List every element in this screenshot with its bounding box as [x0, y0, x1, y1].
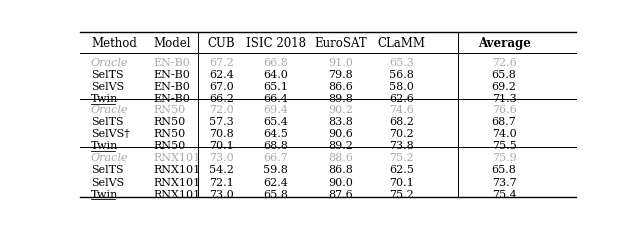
Text: 73.7: 73.7	[492, 177, 516, 187]
Text: EuroSAT: EuroSAT	[314, 37, 367, 50]
Text: ISIC 2018: ISIC 2018	[246, 37, 306, 50]
Text: 86.6: 86.6	[328, 82, 353, 91]
Text: RN50: RN50	[154, 117, 186, 127]
Text: 70.1: 70.1	[209, 141, 234, 151]
Text: 72.0: 72.0	[209, 105, 234, 115]
Text: SelVS: SelVS	[91, 177, 124, 187]
Text: RN50: RN50	[154, 129, 186, 139]
Text: 75.2: 75.2	[389, 189, 414, 199]
Text: RNX101: RNX101	[154, 177, 201, 187]
Text: 67.2: 67.2	[209, 58, 234, 67]
Text: 74.0: 74.0	[492, 129, 516, 139]
Text: 72.1: 72.1	[209, 177, 234, 187]
Text: SelVS: SelVS	[91, 82, 124, 91]
Text: 70.1: 70.1	[389, 177, 414, 187]
Text: 62.4: 62.4	[209, 70, 234, 79]
Text: 71.3: 71.3	[492, 94, 516, 104]
Text: 62.6: 62.6	[389, 94, 414, 104]
Text: 74.6: 74.6	[389, 105, 414, 115]
Text: 65.4: 65.4	[264, 117, 289, 127]
Text: EN-B0: EN-B0	[154, 70, 190, 79]
Text: 90.2: 90.2	[328, 105, 353, 115]
Text: 66.2: 66.2	[209, 94, 234, 104]
Text: 90.6: 90.6	[328, 129, 353, 139]
Text: CLaMM: CLaMM	[378, 37, 426, 50]
Text: 64.5: 64.5	[264, 129, 289, 139]
Text: RNX101: RNX101	[154, 189, 201, 199]
Text: 56.8: 56.8	[389, 70, 414, 79]
Text: 68.2: 68.2	[389, 117, 414, 127]
Text: 70.2: 70.2	[389, 129, 414, 139]
Text: Method: Method	[91, 37, 137, 50]
Text: Average: Average	[477, 37, 531, 50]
Text: 66.4: 66.4	[264, 94, 289, 104]
Text: 87.6: 87.6	[328, 189, 353, 199]
Text: 65.8: 65.8	[264, 189, 289, 199]
Text: EN-B0: EN-B0	[154, 58, 190, 67]
Text: 89.2: 89.2	[328, 141, 353, 151]
Text: 89.8: 89.8	[328, 94, 353, 104]
Text: 75.9: 75.9	[492, 153, 516, 163]
Text: 70.8: 70.8	[209, 129, 234, 139]
Text: 72.6: 72.6	[492, 58, 516, 67]
Text: 86.8: 86.8	[328, 165, 353, 175]
Text: 75.2: 75.2	[389, 153, 414, 163]
Text: 73.8: 73.8	[389, 141, 414, 151]
Text: Model: Model	[154, 37, 191, 50]
Text: 64.0: 64.0	[264, 70, 289, 79]
Text: 65.1: 65.1	[264, 82, 289, 91]
Text: SelTS: SelTS	[91, 165, 124, 175]
Text: SelVS†: SelVS†	[91, 129, 130, 139]
Text: 68.8: 68.8	[264, 141, 289, 151]
Text: 65.8: 65.8	[492, 70, 516, 79]
Text: 65.3: 65.3	[389, 58, 414, 67]
Text: 67.0: 67.0	[209, 82, 234, 91]
Text: 68.7: 68.7	[492, 117, 516, 127]
Text: EN-B0: EN-B0	[154, 94, 190, 104]
Text: 75.5: 75.5	[492, 141, 516, 151]
Text: 57.3: 57.3	[209, 117, 234, 127]
Text: 59.8: 59.8	[264, 165, 289, 175]
Text: RNX101: RNX101	[154, 153, 201, 163]
Text: Oracle: Oracle	[91, 153, 129, 163]
Text: 69.2: 69.2	[492, 82, 516, 91]
Text: 58.0: 58.0	[389, 82, 414, 91]
Text: RN50: RN50	[154, 105, 186, 115]
Text: 75.4: 75.4	[492, 189, 516, 199]
Text: EN-B0: EN-B0	[154, 82, 190, 91]
Text: 65.8: 65.8	[492, 165, 516, 175]
Text: 54.2: 54.2	[209, 165, 234, 175]
Text: 79.8: 79.8	[328, 70, 353, 79]
Text: 66.7: 66.7	[264, 153, 288, 163]
Text: SelTS: SelTS	[91, 117, 124, 127]
Text: 73.0: 73.0	[209, 153, 234, 163]
Text: 62.5: 62.5	[389, 165, 414, 175]
Text: 62.4: 62.4	[264, 177, 289, 187]
Text: CUB: CUB	[207, 37, 235, 50]
Text: RNX101: RNX101	[154, 165, 201, 175]
Text: 73.0: 73.0	[209, 189, 234, 199]
Text: SelTS: SelTS	[91, 70, 124, 79]
Text: Oracle: Oracle	[91, 58, 129, 67]
Text: 88.6: 88.6	[328, 153, 353, 163]
Text: 83.8: 83.8	[328, 117, 353, 127]
Text: 91.0: 91.0	[328, 58, 353, 67]
Text: Oracle: Oracle	[91, 105, 129, 115]
Text: RN50: RN50	[154, 141, 186, 151]
Text: Twin: Twin	[91, 189, 118, 199]
Text: 76.6: 76.6	[492, 105, 516, 115]
Text: Twin: Twin	[91, 141, 118, 151]
Text: Twin: Twin	[91, 94, 118, 104]
Text: 90.0: 90.0	[328, 177, 353, 187]
Text: 69.4: 69.4	[264, 105, 289, 115]
Text: 66.8: 66.8	[264, 58, 289, 67]
